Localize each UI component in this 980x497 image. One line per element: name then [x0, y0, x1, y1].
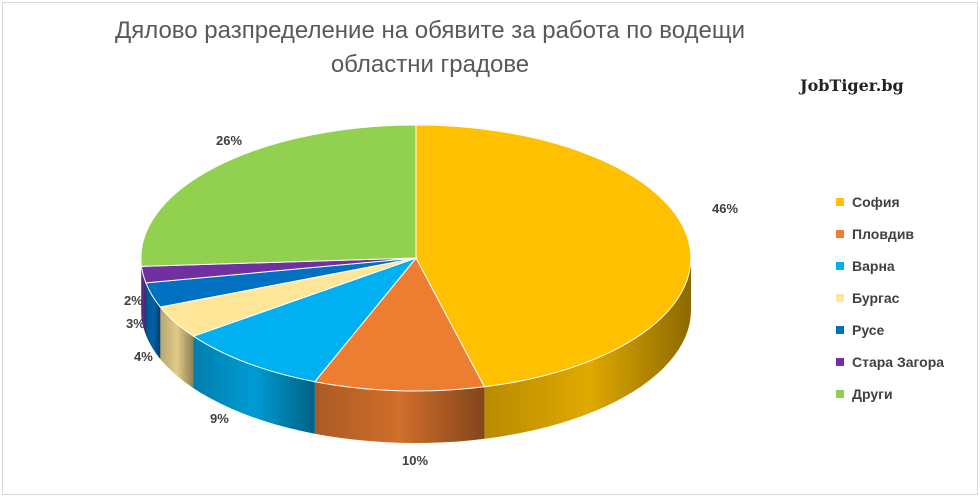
legend-label: Бургас — [852, 290, 900, 306]
legend-swatch — [836, 326, 844, 334]
legend: София Пловдив Варна Бургас Русе Стара Загора Д… — [836, 186, 944, 410]
pie-slice-варна — [192, 256, 418, 383]
data-label-варна: 9% — [210, 411, 229, 426]
legend-item-софия: София — [836, 186, 944, 218]
pie-side-shade-русе — [145, 282, 161, 359]
pie-side-shade-други — [141, 258, 142, 319]
legend-swatch — [836, 198, 844, 206]
legend-item-варна: Варна — [836, 250, 944, 282]
pie-side-shade-варна — [193, 336, 315, 434]
legend-label: Пловдив — [852, 226, 915, 242]
legend-label: Варна — [852, 258, 895, 274]
legend-label: Други — [852, 386, 893, 402]
pie-side-shade-пловдив — [314, 381, 485, 443]
data-label-пловдив: 10% — [402, 453, 428, 468]
pie-labels: 46% 10% 9% 4% 3% 2% 26% — [124, 133, 738, 468]
legend-label: София — [852, 194, 900, 210]
data-label-софия: 46% — [712, 201, 738, 216]
legend-item-бургас: Бургас — [836, 282, 944, 314]
legend-item-русе: Русе — [836, 314, 944, 346]
legend-swatch — [836, 294, 844, 302]
legend-swatch — [836, 230, 844, 238]
data-label-бургас: 4% — [134, 349, 153, 364]
data-label-русе: 3% — [126, 316, 145, 331]
legend-swatch — [836, 358, 844, 366]
legend-item-други: Други — [836, 378, 944, 410]
legend-label: Русе — [852, 322, 885, 338]
data-label-други: 26% — [216, 133, 242, 148]
pie-slice-пловдив — [313, 257, 486, 392]
pie-slice-софия — [415, 124, 692, 388]
pie-side-shade-бургас — [160, 307, 194, 389]
chart-title: Дялово разпределение на обявите за работ… — [114, 17, 746, 78]
pie-slice-други — [140, 124, 417, 267]
pie-side-shade-стара-загора — [141, 266, 146, 335]
legend-swatch — [836, 262, 844, 270]
brand-logo: JobTiger.bg — [800, 76, 904, 95]
pie-sides — [141, 258, 691, 443]
legend-item-пловдив: Пловдив — [836, 218, 944, 250]
legend-item-стара-загора: Стара Загора — [836, 346, 944, 378]
pie-side-shade-софия — [484, 258, 691, 439]
data-label-стара-загора: 2% — [124, 293, 143, 308]
pie-tops — [140, 124, 692, 392]
legend-swatch — [836, 390, 844, 398]
legend-label: Стара Загора — [852, 354, 945, 370]
